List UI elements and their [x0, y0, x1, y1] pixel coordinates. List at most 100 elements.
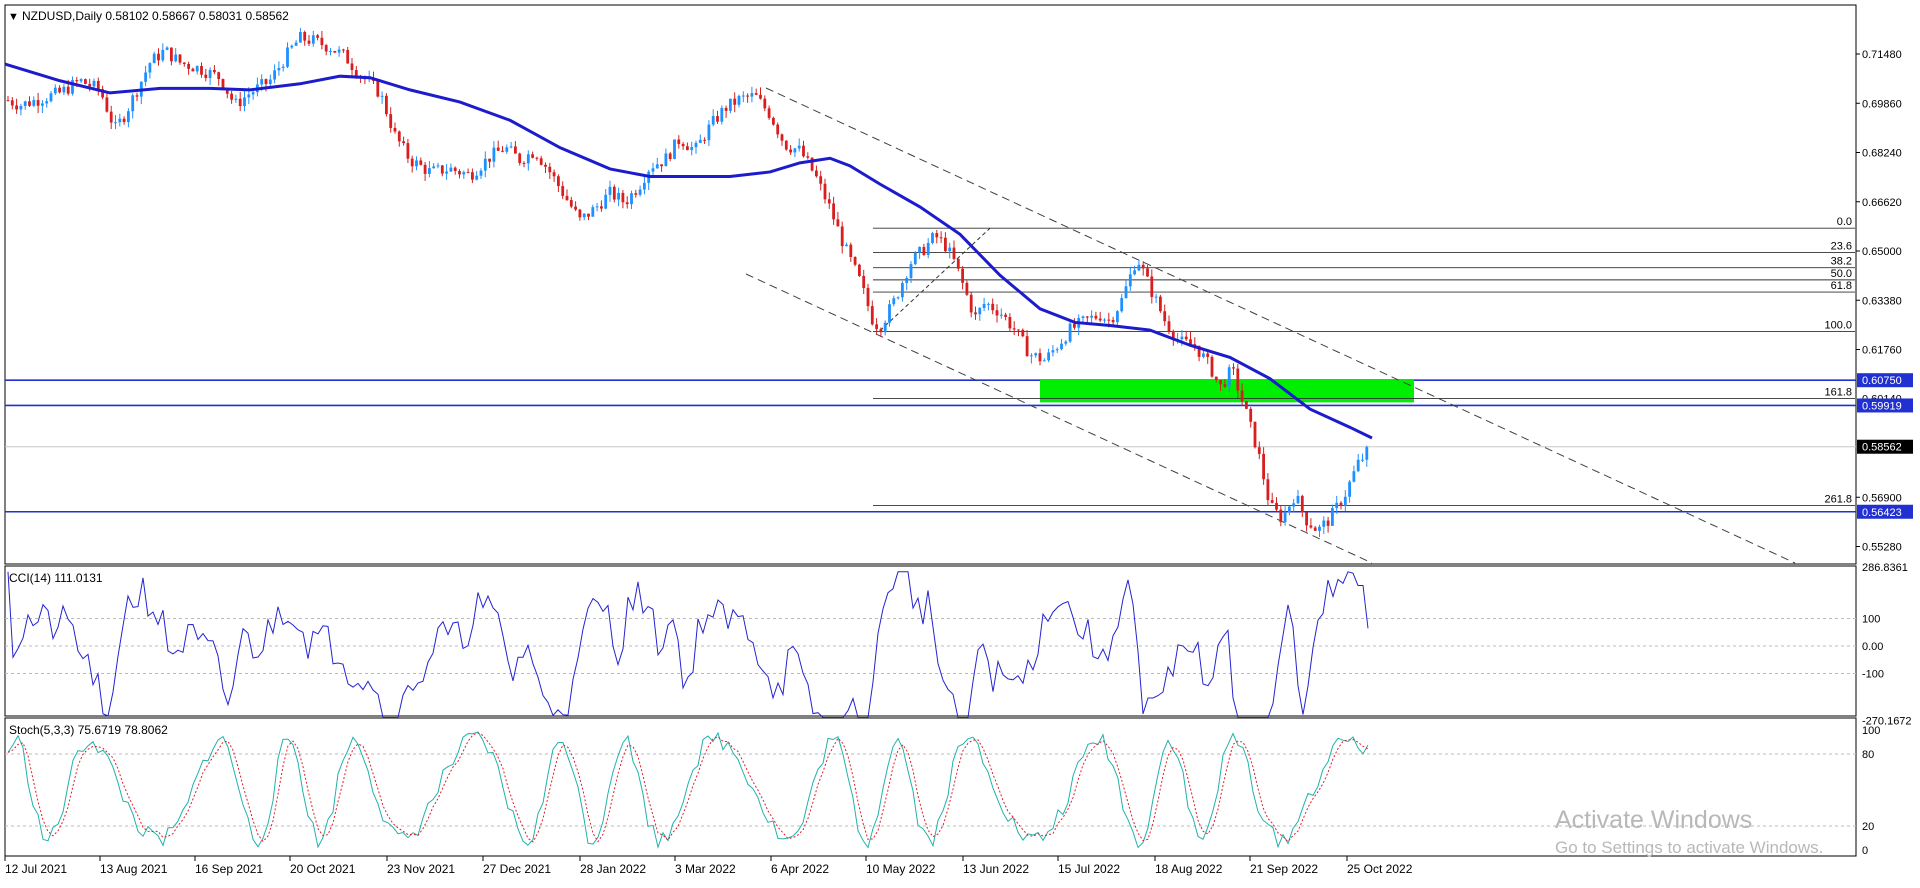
candle-body: [875, 324, 878, 330]
candle: [165, 46, 169, 51]
candle-body: [1184, 336, 1188, 340]
candle-body: [397, 131, 401, 142]
candle-body: [1214, 376, 1218, 380]
candle: [1004, 312, 1007, 321]
candle: [789, 145, 792, 155]
candle-body: [604, 194, 608, 209]
candle-body: [1352, 471, 1356, 482]
support-zone[interactable]: [1040, 379, 1414, 403]
candle: [23, 100, 27, 110]
candle-body: [1124, 286, 1128, 299]
candle: [423, 161, 427, 181]
candle: [1047, 348, 1050, 363]
candle-body: [10, 100, 14, 106]
cci-pane[interactable]: [4, 565, 1857, 717]
candle-body: [995, 310, 999, 316]
candle-body: [488, 158, 491, 162]
menu-marker-icon[interactable]: ▼: [8, 11, 19, 23]
candle: [1227, 364, 1231, 393]
candle-body: [514, 146, 517, 154]
candle-body: [974, 312, 977, 315]
candle: [557, 174, 560, 192]
candle-body: [342, 49, 345, 51]
candle-body: [36, 100, 40, 106]
candle-body: [935, 233, 939, 238]
candle: [342, 48, 345, 54]
candle-body: [1206, 353, 1210, 357]
candle: [410, 155, 414, 173]
candle: [677, 135, 681, 149]
candle: [815, 165, 818, 178]
fib-level-label: 38.2: [1831, 256, 1852, 268]
candle: [1352, 465, 1356, 483]
candle: [823, 178, 827, 204]
candle: [1167, 315, 1171, 335]
candle: [600, 200, 603, 212]
candle: [1365, 445, 1369, 467]
price-pane[interactable]: [4, 4, 1857, 565]
candle-body: [789, 149, 792, 153]
candle-body: [385, 95, 388, 115]
candle: [625, 196, 629, 209]
candle: [1008, 313, 1012, 332]
candle: [1348, 479, 1351, 503]
candle: [152, 51, 156, 64]
candle-body: [595, 206, 599, 208]
price-axis-label: 0.55280: [1862, 542, 1902, 554]
candle: [84, 78, 87, 85]
candle-body: [1064, 341, 1068, 344]
candle-body: [845, 244, 848, 247]
candle-body: [690, 147, 694, 151]
candle: [174, 48, 178, 63]
stoch-main-line[interactable]: [7, 731, 1369, 850]
candle: [797, 138, 801, 152]
time-axis-label: 6 Apr 2022: [771, 862, 829, 876]
candle: [234, 94, 238, 103]
stoch-pane[interactable]: [4, 717, 1857, 857]
candle: [195, 65, 199, 75]
candle: [45, 98, 49, 108]
candle: [1313, 525, 1317, 531]
candle-body: [135, 95, 139, 97]
candle-body: [268, 79, 272, 85]
candle: [987, 302, 990, 311]
candle: [320, 30, 324, 50]
time-axis-label: 16 Sep 2021: [195, 862, 263, 876]
candle-body: [638, 189, 642, 195]
candle-body: [939, 237, 943, 239]
candle-body: [251, 92, 255, 95]
candle: [118, 113, 122, 127]
cci-line[interactable]: [7, 571, 1369, 718]
moving-average-line[interactable]: [4, 62, 1373, 440]
candle-body: [741, 95, 745, 97]
stochastic-indicator: [5, 731, 1856, 850]
candle-body: [793, 148, 797, 153]
candle: [53, 84, 57, 96]
candle-body: [28, 101, 31, 106]
candle-body: [114, 122, 117, 124]
candle: [763, 95, 767, 112]
candle: [1275, 497, 1278, 512]
candle: [1184, 330, 1188, 342]
candle-body: [952, 247, 956, 259]
candle: [707, 120, 711, 147]
candle: [1051, 345, 1055, 357]
candle-body: [410, 158, 414, 167]
candle: [901, 280, 904, 302]
candle-body: [1034, 353, 1038, 356]
candle-body: [707, 124, 711, 141]
candle-body: [664, 153, 668, 167]
candle-body: [802, 145, 805, 157]
candle-body: [1361, 459, 1364, 461]
fib-level-label: 61.8: [1831, 280, 1852, 292]
candle-body: [535, 157, 539, 159]
stoch-signal-line[interactable]: [7, 732, 1369, 843]
candle: [909, 261, 913, 283]
candle-body: [19, 106, 23, 110]
candle-body: [969, 294, 973, 313]
candle: [853, 256, 857, 267]
candle-body: [440, 165, 444, 174]
candle-body: [819, 176, 823, 184]
candle-body: [419, 160, 423, 165]
